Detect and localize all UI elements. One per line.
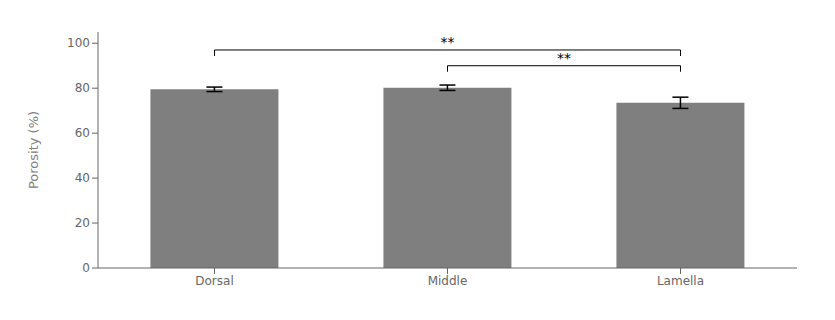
- svg-text:Dorsal: Dorsal: [195, 274, 233, 288]
- svg-text:Porosity (%): Porosity (%): [26, 111, 41, 189]
- svg-text:0: 0: [82, 261, 90, 275]
- svg-text:60: 60: [75, 126, 90, 140]
- svg-text:40: 40: [75, 171, 90, 185]
- svg-text:**: **: [557, 50, 571, 66]
- svg-text:Lamella: Lamella: [657, 274, 704, 288]
- svg-text:**: **: [441, 34, 455, 50]
- svg-text:Middle: Middle: [428, 274, 468, 288]
- svg-text:20: 20: [75, 216, 90, 230]
- svg-text:80: 80: [75, 81, 90, 95]
- svg-text:100: 100: [67, 36, 90, 50]
